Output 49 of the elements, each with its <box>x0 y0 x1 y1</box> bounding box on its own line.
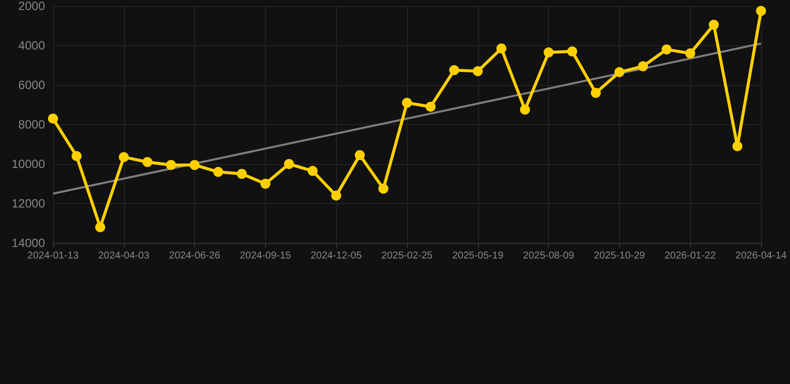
y-tick-label: 6000 <box>18 78 46 92</box>
point <box>308 166 318 176</box>
point <box>354 150 365 160</box>
point <box>472 66 483 76</box>
point <box>567 46 578 56</box>
point <box>402 98 412 108</box>
point <box>732 141 742 152</box>
point <box>118 152 129 162</box>
point <box>520 104 530 115</box>
y-tick-label: 12000 <box>12 196 46 210</box>
x-tick-label: 2026-04-14 <box>735 250 788 262</box>
point <box>378 184 388 194</box>
point <box>72 151 82 162</box>
x-tick-label: 2024-01-13 <box>27 250 80 262</box>
point <box>48 114 58 124</box>
point <box>590 88 601 98</box>
y-tick-label: 4000 <box>18 38 46 52</box>
point <box>638 61 648 72</box>
point <box>708 20 719 30</box>
point <box>614 67 624 78</box>
x-tick-label: 2024-12-05 <box>310 250 362 262</box>
point <box>166 160 176 170</box>
point <box>756 6 766 16</box>
x-tick-label: 2026-01-22 <box>664 250 716 262</box>
x-tick-label: 2025-02-25 <box>381 250 434 262</box>
x-tick-label: 2024-04-03 <box>98 250 150 262</box>
point <box>260 178 270 189</box>
point <box>496 43 506 54</box>
point <box>449 65 460 76</box>
point <box>95 222 106 232</box>
y-tick-label: 2000 <box>18 0 46 13</box>
point <box>662 44 672 54</box>
x-tick-label: 2025-08-09 <box>523 250 575 262</box>
point <box>426 102 436 112</box>
y-tick-label: 10000 <box>12 157 46 171</box>
point <box>284 159 294 169</box>
x-tick-label: 2025-05-19 <box>452 250 504 262</box>
x-tick-label: 2024-06-26 <box>169 250 221 262</box>
point <box>190 160 200 170</box>
point <box>236 168 247 179</box>
y-tick-label: 8000 <box>18 118 46 132</box>
y-tick-label: 14000 <box>12 236 46 250</box>
point <box>213 166 224 177</box>
x-tick-label: 2025-10-29 <box>594 250 646 262</box>
point <box>142 157 152 168</box>
x-tick-label: 2024-09-15 <box>240 250 292 262</box>
point <box>544 47 554 58</box>
point <box>685 48 696 58</box>
point <box>331 190 342 201</box>
